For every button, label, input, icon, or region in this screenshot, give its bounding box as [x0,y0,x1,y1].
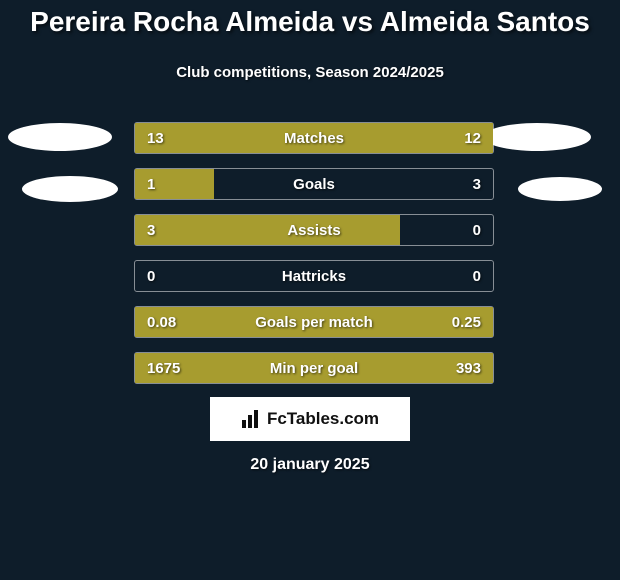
stat-value-left: 0.08 [147,307,176,337]
stat-value-left: 0 [147,261,155,291]
badge-text: FcTables.com [267,409,379,429]
stat-label: Hattricks [135,261,493,291]
stat-value-right: 0.25 [452,307,481,337]
stat-value-right: 3 [473,169,481,199]
stat-label: Assists [135,215,493,245]
comparison-canvas: Pereira Rocha Almeida vs Almeida Santos C… [0,0,620,580]
stat-value-left: 1675 [147,353,180,383]
stat-value-right: 12 [464,123,481,153]
stat-label: Goals [135,169,493,199]
stat-value-left: 3 [147,215,155,245]
stat-value-left: 1 [147,169,155,199]
avatar-left-0 [8,123,112,151]
avatar-right-0 [483,123,591,151]
stat-value-right: 393 [456,353,481,383]
stat-value-right: 0 [473,215,481,245]
bar-chart-icon [241,410,261,428]
stat-value-right: 0 [473,261,481,291]
avatar-left-1 [22,176,118,202]
stat-row-2: Assists3 0 [134,214,494,246]
stat-label: Matches [135,123,493,153]
stat-row-3: Hattricks0 0 [134,260,494,292]
stat-label: Goals per match [135,307,493,337]
stat-row-5: Min per goal1675 393 [134,352,494,384]
fctables-badge[interactable]: FcTables.com [210,397,410,441]
footer-date: 20 january 2025 [0,456,620,474]
stat-value-left: 13 [147,123,164,153]
avatar-right-1 [518,177,602,201]
stat-row-1: Goals1 3 [134,168,494,200]
page-title: Pereira Rocha Almeida vs Almeida Santos [0,6,620,38]
stat-label: Min per goal [135,353,493,383]
stat-row-4: Goals per match0.08 0.25 [134,306,494,338]
page-subtitle: Club competitions, Season 2024/2025 [0,64,620,81]
stat-row-0: Matches13 12 [134,122,494,154]
